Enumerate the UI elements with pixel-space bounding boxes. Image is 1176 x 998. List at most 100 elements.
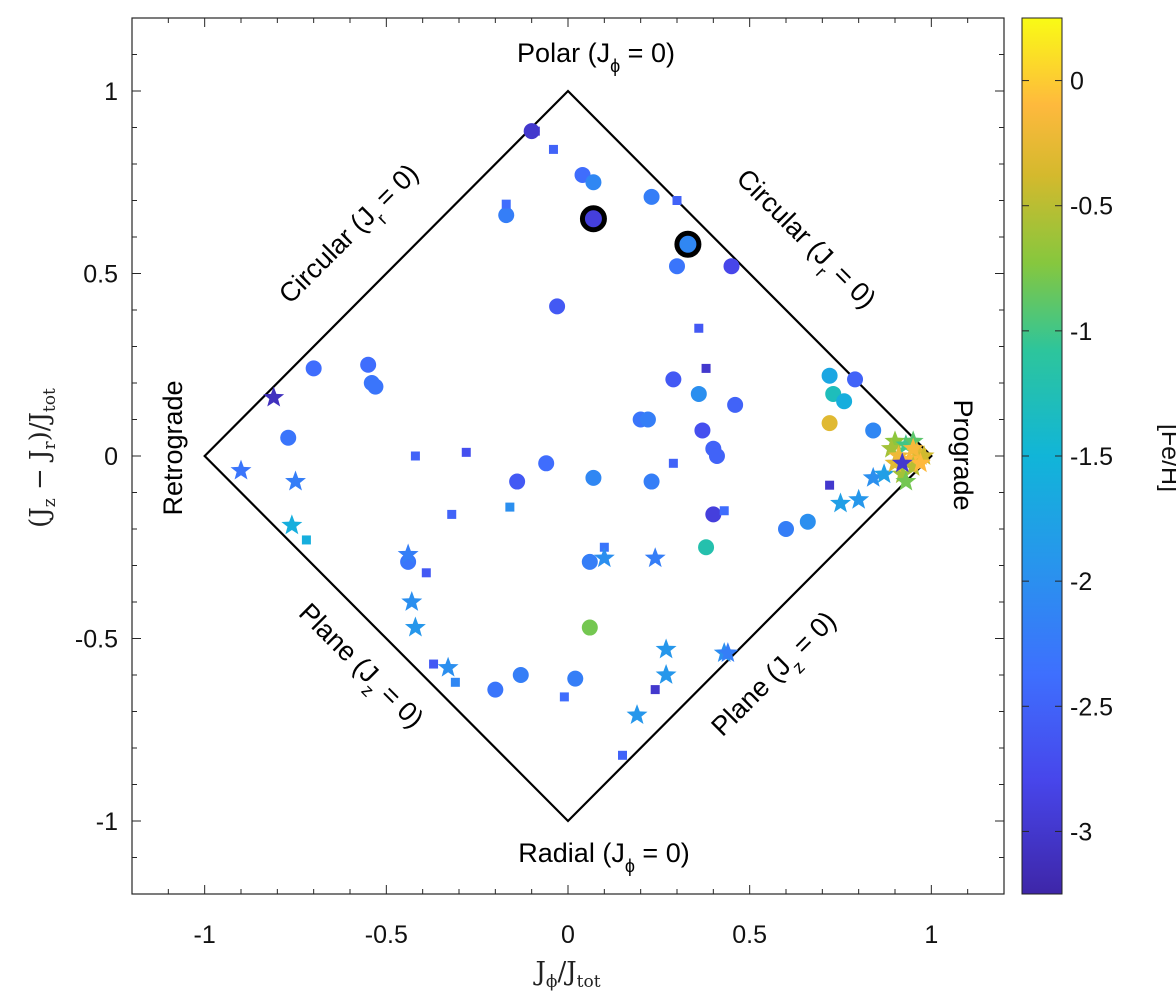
data-point-star: [880, 437, 902, 458]
data-point-highlighted: [674, 230, 702, 258]
y-tick-label: -0.5: [75, 626, 118, 654]
data-point-star: [895, 434, 917, 454]
data-point-square: [429, 659, 439, 669]
data-point-square: [301, 535, 311, 545]
diamond-outline: [203, 89, 933, 823]
data-point-square: [672, 196, 682, 205]
data-point-star: [848, 488, 870, 509]
x-tick-label: -1: [194, 921, 216, 949]
data-point-circle: [581, 553, 598, 570]
data-point-star: [230, 459, 252, 480]
data-point-star: [902, 455, 924, 476]
data-point-circle: [280, 429, 297, 446]
data-point-square: [559, 692, 569, 702]
y-tick-label: 1: [104, 78, 118, 106]
data-point-square: [530, 126, 540, 136]
data-point-square: [421, 568, 431, 578]
data-point-star: [909, 452, 931, 473]
data-point-square: [694, 323, 704, 333]
x-tick-label: 1: [924, 921, 938, 949]
data-point-circle: [665, 371, 682, 388]
data-point-star: [655, 664, 677, 684]
colorbar-tick-label: -1: [1070, 318, 1092, 346]
data-point-highlighted: [579, 205, 607, 233]
data-point-star: [830, 492, 851, 513]
diamond-boundary: [203, 89, 933, 823]
data-point-square: [447, 509, 457, 519]
x-tick-label: 0: [561, 921, 575, 949]
data-point-circle: [847, 371, 864, 388]
data-point-circle: [821, 415, 838, 432]
data-point-star: [888, 445, 910, 465]
data-point-star: [655, 638, 677, 659]
data-point-square: [719, 506, 729, 516]
data-point-star: [593, 547, 615, 568]
data-point-star: [263, 386, 285, 407]
data-point-star: [404, 616, 426, 637]
x-tick-label: 0.5: [732, 921, 767, 949]
region-label-prograde: Prograde: [948, 399, 978, 510]
y-tick-label: -1: [96, 808, 118, 836]
data-point-star: [437, 656, 459, 677]
data-point-circle: [778, 521, 794, 537]
colorbar-tick-label: -2: [1070, 568, 1092, 596]
data-point-square: [450, 677, 460, 687]
axis-ticks: -1 -0.5 0 0.5 1 -1 -0.5 0 0.5 1: [75, 17, 1005, 949]
data-point-star: [862, 466, 884, 487]
colorbar: 0 -0.5 -1 -1.5 -2 -2.5 -3: [1021, 17, 1113, 895]
data-point-star: [644, 547, 666, 568]
data-point-circle: [708, 448, 725, 464]
data-point-circle: [509, 473, 526, 490]
data-point-square: [701, 363, 711, 373]
data-point-square: [618, 750, 627, 760]
data-point-circle: [512, 667, 529, 683]
x-tick-label: -0.5: [365, 921, 408, 949]
data-point-star: [397, 543, 419, 564]
data-point-square: [501, 199, 511, 209]
data-point-circle: [705, 506, 722, 523]
data-point-star: [899, 448, 920, 469]
data-point-circle: [360, 356, 377, 373]
data-point-circle: [639, 411, 656, 428]
data-point-circle: [669, 258, 685, 275]
colorbar-tick-label: -2.5: [1070, 693, 1113, 721]
data-point-square: [650, 685, 660, 695]
colorbar-label: [Fe/H]: [1156, 424, 1176, 492]
data-point-circle: [567, 670, 584, 687]
data-point-circle: [305, 360, 322, 377]
data-point-circle: [585, 469, 602, 486]
data-point-circle: [498, 207, 515, 224]
data-point-circle: [698, 539, 715, 556]
data-point-circle: [723, 258, 740, 275]
data-point-circle: [727, 396, 744, 413]
data-point-star: [902, 437, 924, 458]
data-point-circle: [643, 188, 660, 205]
data-point-star: [884, 430, 906, 451]
data-point-circle: [799, 513, 816, 530]
data-point-star: [891, 452, 913, 473]
data-point-star: [895, 470, 917, 491]
data-point-circle: [367, 378, 384, 395]
data-point-star: [401, 591, 423, 611]
y-tick-label: 0.5: [83, 261, 118, 289]
colorbar-tick-label: 0: [1070, 68, 1084, 96]
data-point-circle: [549, 298, 566, 315]
data-points: [230, 123, 935, 760]
data-point-square: [505, 502, 515, 512]
data-point-circle: [865, 422, 882, 439]
data-point-star: [285, 470, 306, 491]
data-point-circle: [694, 422, 711, 439]
y-tick-label: 0: [104, 443, 118, 471]
data-point-star: [626, 704, 648, 725]
colorbar-tick-label: -0.5: [1070, 193, 1113, 221]
data-point-circle: [821, 367, 838, 384]
data-point-circle: [581, 619, 598, 636]
data-point-star: [717, 642, 739, 662]
data-point-star: [873, 463, 895, 484]
data-point-star: [913, 445, 935, 465]
region-label-retrograde: Retrograde: [158, 380, 188, 515]
data-point-circle: [538, 455, 555, 472]
data-point-circle: [836, 393, 853, 410]
